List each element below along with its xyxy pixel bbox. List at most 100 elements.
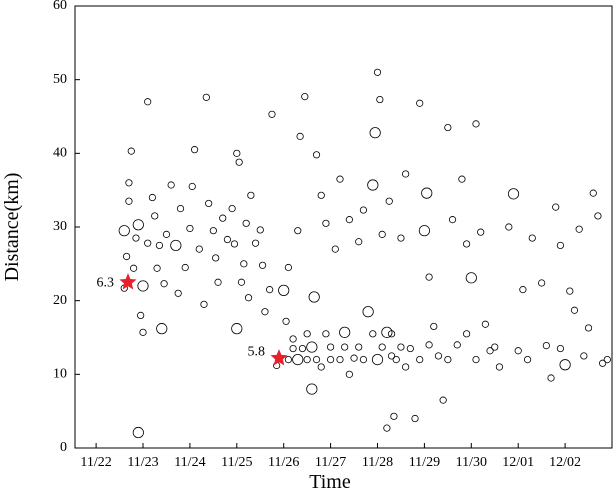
event-marker (397, 343, 405, 351)
event-marker (212, 254, 220, 262)
event-marker (381, 326, 393, 338)
event-marker (439, 396, 447, 404)
event-marker (244, 294, 253, 302)
event-marker (268, 110, 276, 118)
event-marker (559, 359, 571, 371)
event-marker (430, 322, 438, 331)
event-marker (472, 355, 480, 364)
event-marker (355, 343, 363, 351)
event-marker (176, 204, 185, 213)
mainshock-label: 6.3 (96, 275, 114, 290)
event-marker (261, 308, 269, 316)
event-marker (556, 344, 565, 353)
event-marker (481, 320, 489, 328)
event-marker (132, 234, 140, 242)
event-marker (301, 93, 309, 101)
event-marker (383, 424, 391, 432)
event-marker (139, 328, 147, 336)
event-marker (477, 228, 485, 236)
event-marker (448, 216, 457, 224)
event-marker (144, 98, 152, 106)
event-marker (228, 204, 236, 213)
event-marker (289, 335, 297, 343)
event-marker (170, 239, 182, 252)
y-tick-label: 0 (60, 440, 67, 455)
event-marker (369, 127, 381, 139)
x-tick-label: 11/28 (362, 455, 393, 470)
event-marker (566, 287, 574, 295)
event-marker (416, 355, 424, 364)
event-marker (284, 355, 292, 364)
event-marker (339, 326, 351, 338)
event-marker (575, 225, 583, 233)
event-marker (132, 219, 144, 231)
event-marker (289, 344, 297, 353)
event-marker (230, 240, 239, 248)
event-marker (155, 241, 164, 250)
y-tick-label: 40 (53, 146, 67, 161)
event-marker (205, 199, 213, 208)
event-marker (392, 355, 400, 364)
event-marker (303, 330, 311, 338)
event-marker (350, 354, 358, 362)
event-marker (322, 330, 330, 338)
event-marker (486, 347, 494, 355)
event-marker (306, 341, 318, 353)
x-tick-label: 11/24 (174, 455, 205, 470)
event-marker (495, 363, 504, 371)
plot-frame (74, 5, 613, 449)
event-marker (242, 219, 250, 227)
x-tick-label: 11/27 (315, 455, 346, 470)
event-marker (130, 264, 138, 272)
event-marker (237, 278, 246, 286)
event-marker (556, 241, 565, 250)
event-marker (589, 189, 597, 197)
event-marker (240, 260, 248, 268)
event-marker (418, 225, 431, 237)
event-marker (322, 219, 330, 227)
event-marker (505, 223, 513, 231)
event-marker (278, 284, 290, 296)
event-marker (144, 239, 152, 247)
event-marker (153, 264, 161, 272)
event-marker (282, 317, 290, 325)
y-tick-label: 10 (53, 367, 67, 382)
x-tick-label: 11/22 (80, 455, 111, 470)
event-marker (359, 206, 368, 214)
event-marker (156, 323, 168, 335)
event-marker (258, 261, 267, 269)
event-marker (402, 363, 410, 371)
event-marker (231, 323, 243, 335)
event-marker (125, 179, 133, 187)
event-marker (434, 352, 443, 360)
event-marker (538, 279, 546, 287)
event-marker (336, 175, 344, 183)
event-marker (336, 355, 344, 364)
event-marker (402, 170, 410, 178)
event-marker (387, 330, 396, 338)
event-marker (390, 412, 398, 420)
event-marker (306, 383, 318, 395)
event-marker (298, 344, 307, 353)
event-marker (235, 158, 243, 166)
event-marker (186, 224, 194, 233)
event-marker (162, 230, 171, 238)
event-marker (542, 342, 550, 350)
event-marker (148, 193, 156, 202)
event-marker (507, 188, 520, 200)
event-marker (284, 263, 292, 272)
event-marker (387, 352, 396, 360)
x-tick-label: 12/01 (502, 455, 534, 470)
x-tick-label: 11/30 (456, 455, 487, 470)
x-tick-label: 11/23 (127, 455, 158, 470)
event-marker (514, 347, 522, 355)
event-marker (371, 353, 384, 366)
event-marker (118, 225, 130, 237)
event-marker (137, 311, 145, 319)
event-marker (458, 175, 466, 183)
event-marker (167, 181, 175, 189)
event-marker (151, 212, 159, 220)
event-marker (209, 227, 217, 235)
y-tick-label: 60 (53, 0, 67, 13)
